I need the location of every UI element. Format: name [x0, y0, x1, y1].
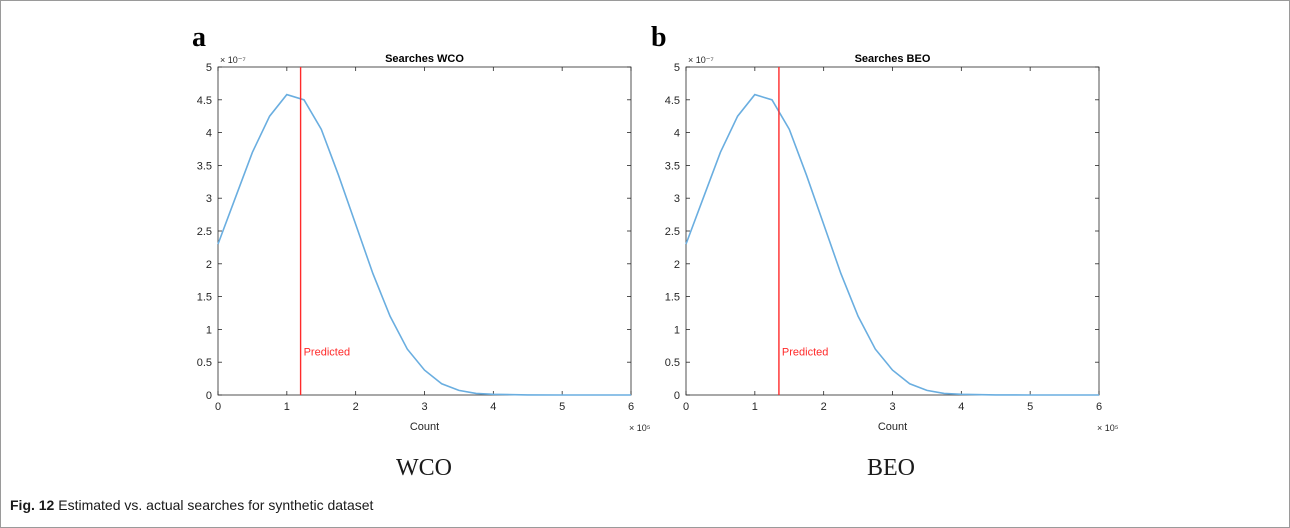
- x-axis-label: Count: [878, 421, 907, 433]
- y-tick-label: 2.5: [197, 226, 212, 238]
- density-curve: [685, 93, 1099, 396]
- density-curve: [217, 93, 631, 396]
- x-tick-label: 5: [559, 401, 565, 413]
- x-multiplier: × 10⁵: [629, 423, 651, 433]
- x-tick-label: 4: [958, 401, 964, 413]
- y-tick-label: 5: [206, 62, 212, 74]
- plot-area-box: [217, 66, 632, 396]
- figure-svg: a Searches WCO 0 1 2 3 4 5 6 0 0.5 1 1.5 2 2.5 3 3.5 4 4.5…: [192, 22, 1119, 481]
- chart-title: Searches BEO: [855, 53, 931, 65]
- chart-title: Searches WCO: [385, 53, 464, 65]
- x-tick-label: 1: [752, 401, 758, 413]
- y-tick-label: 2: [206, 259, 212, 271]
- x-tick-label: 4: [490, 401, 496, 413]
- y-tick-label: 4.5: [197, 95, 212, 107]
- x-tick-label: 6: [1096, 401, 1102, 413]
- y-multiplier: × 10⁻⁷: [688, 55, 714, 65]
- panel-sub-caption: WCO: [396, 455, 452, 481]
- caption-text: Estimated vs. actual searches for synthe…: [58, 497, 374, 513]
- x-tick-label: 0: [215, 401, 221, 413]
- y-tick-label: 1: [206, 324, 212, 336]
- x-tick-label: 2: [821, 401, 827, 413]
- x-tick-label: 3: [421, 401, 427, 413]
- plot-area-box: [685, 66, 1100, 396]
- panel-letter: a: [192, 22, 206, 53]
- x-tick-label: 0: [683, 401, 689, 413]
- y-tick-label: 1.5: [197, 292, 212, 304]
- y-tick-label: 1: [674, 324, 680, 336]
- y-tick-label: 1.5: [665, 292, 680, 304]
- predicted-label: Predicted: [304, 347, 350, 359]
- x-tick-label: 6: [628, 401, 634, 413]
- panel-letter: b: [651, 22, 667, 53]
- y-tick-label: 4: [206, 128, 212, 140]
- y-tick-label: 5: [674, 62, 680, 74]
- y-tick-label: 3.5: [197, 160, 212, 172]
- x-multiplier: × 10⁵: [1097, 423, 1119, 433]
- y-tick-label: 3.5: [665, 160, 680, 172]
- y-tick-label: 4.5: [665, 95, 680, 107]
- x-tick-label: 3: [889, 401, 895, 413]
- y-multiplier: × 10⁻⁷: [220, 55, 246, 65]
- predicted-label: Predicted: [782, 347, 828, 359]
- y-tick-label: 3: [674, 193, 680, 205]
- y-tick-label: 0.5: [197, 357, 212, 369]
- panel-sub-caption: BEO: [867, 455, 915, 481]
- y-tick-label: 0: [206, 390, 212, 402]
- y-tick-label: 2.5: [665, 226, 680, 238]
- y-tick-label: 2: [674, 259, 680, 271]
- x-tick-label: 2: [353, 401, 359, 413]
- figure-caption: Fig. 12 Estimated vs. actual searches fo…: [10, 497, 373, 513]
- caption-label: Fig. 12: [10, 497, 55, 513]
- x-axis-label: Count: [410, 421, 439, 433]
- chart-panel-a: a Searches WCO 0 1 2 3 4 5 6 0 0.5 1 1.5 2 2.5 3 3.5 4 4.5…: [192, 22, 651, 481]
- y-tick-label: 0.5: [665, 357, 680, 369]
- y-tick-label: 3: [206, 193, 212, 205]
- chart-panel-b: b Searches BEO 0 1 2 3 4 5 6 0 0.5 1 1.5 2 2.5 3 3.5 4 4.5…: [651, 22, 1119, 481]
- y-tick-label: 0: [674, 390, 680, 402]
- y-tick-label: 4: [674, 128, 680, 140]
- x-tick-label: 5: [1027, 401, 1033, 413]
- x-tick-label: 1: [284, 401, 290, 413]
